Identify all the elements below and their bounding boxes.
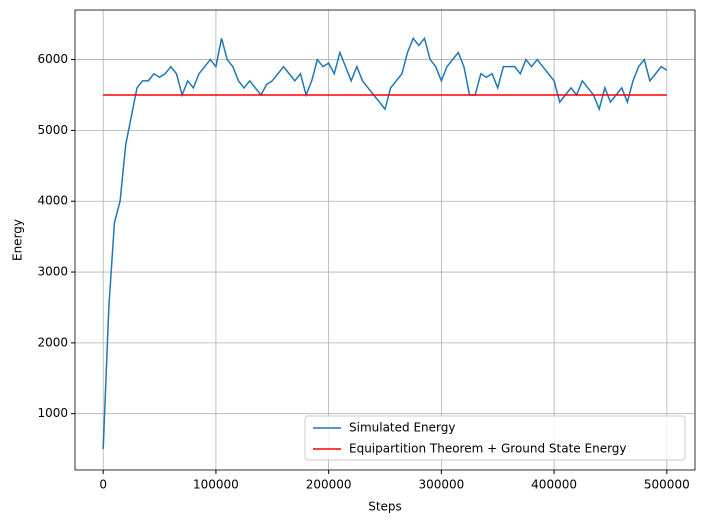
y-tick-label: 4000 (37, 194, 68, 208)
x-tick-label: 0 (99, 478, 107, 492)
legend-label: Simulated Energy (349, 421, 455, 435)
x-tick-label: 200000 (306, 478, 352, 492)
plot-frame (74, 9, 696, 471)
y-tick-label: 5000 (37, 123, 68, 137)
series-line (102, 36, 668, 450)
x-tick-label: 400000 (531, 478, 577, 492)
x-tick-label: 100000 (193, 478, 239, 492)
y-tick-label: 2000 (37, 335, 68, 349)
y-tick-label: 3000 (37, 265, 68, 279)
y-tick-label: 6000 (37, 52, 68, 66)
x-axis-label: Steps (368, 500, 402, 514)
legend-box (304, 415, 686, 461)
y-tick-label: 1000 (37, 406, 68, 420)
y-axis-label: Energy (11, 219, 25, 261)
x-tick-label: 500000 (644, 478, 690, 492)
x-tick-label: 300000 (418, 478, 464, 492)
legend-label: Equipartition Theorem + Ground State Ene… (349, 442, 627, 456)
